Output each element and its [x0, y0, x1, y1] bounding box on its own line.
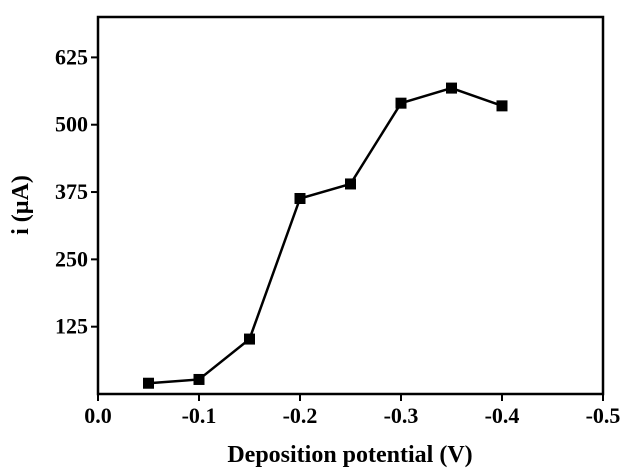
- y-axis-ticks: 125 250 375 500 625: [55, 44, 98, 339]
- y-tick-label: 625: [55, 44, 88, 69]
- data-point: [496, 100, 508, 112]
- x-axis-ticks: 0.0 -0.1 -0.2 -0.3 -0.4 -0.5: [84, 394, 620, 428]
- data-point: [446, 82, 457, 94]
- data-point: [345, 178, 356, 190]
- y-tick-label: 375: [55, 179, 88, 204]
- x-tick-label: -0.1: [182, 403, 217, 428]
- x-tick-label: -0.2: [283, 403, 318, 428]
- x-tick-label: -0.4: [485, 403, 520, 428]
- series-layer: [143, 82, 508, 389]
- data-point: [395, 97, 407, 109]
- series-line: [148, 86, 503, 385]
- y-tick-label: 125: [55, 314, 88, 339]
- x-tick-label: -0.5: [586, 403, 621, 428]
- y-tick-label: 250: [55, 246, 88, 271]
- x-tick-label: 0.0: [84, 403, 112, 428]
- y-axis-title: i (µA): [8, 175, 34, 235]
- x-axis-title: Deposition potential (V): [227, 442, 472, 468]
- data-point: [244, 333, 255, 345]
- data-point: [294, 192, 306, 204]
- data-point: [143, 377, 154, 389]
- y-tick-label: 500: [55, 112, 88, 137]
- plot-frame: [96, 15, 605, 396]
- x-tick-label: -0.3: [384, 403, 419, 428]
- data-point: [193, 373, 205, 385]
